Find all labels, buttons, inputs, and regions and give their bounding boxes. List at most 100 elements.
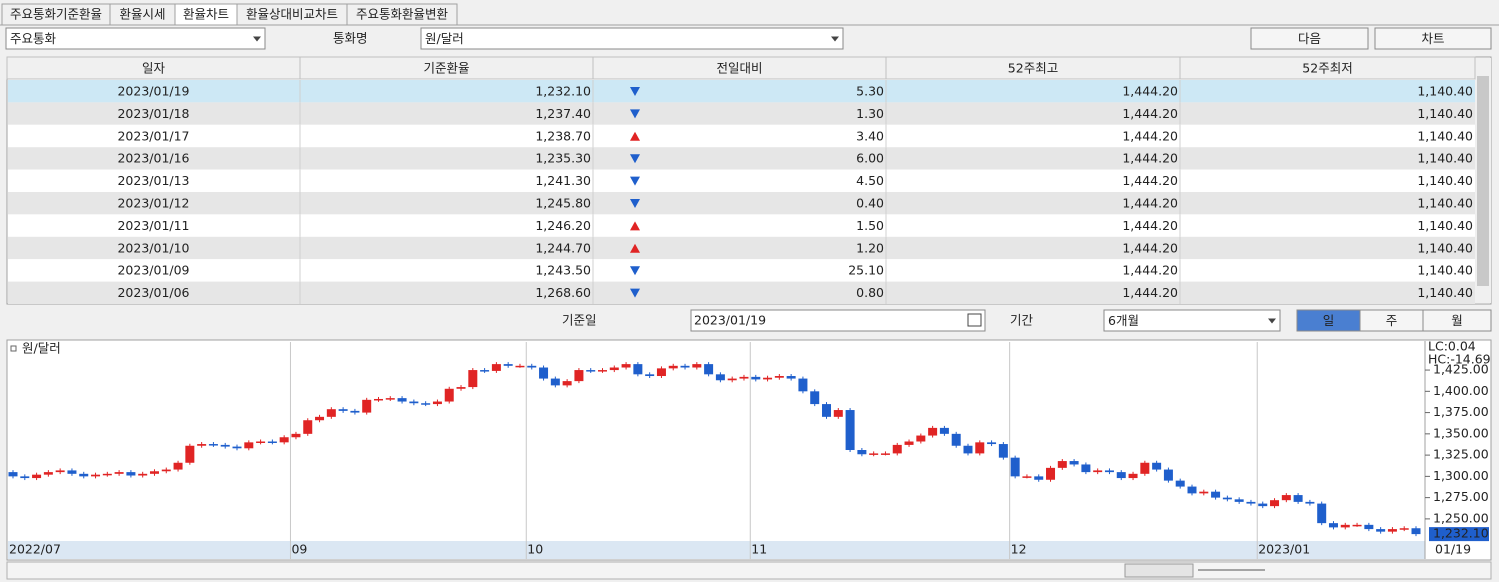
- change-arrow: [630, 199, 640, 208]
- cell: 2023/01/09: [117, 263, 189, 278]
- cell: 1,243.50: [535, 263, 591, 278]
- cell: 1,444.20: [1122, 263, 1178, 278]
- chart-button[interactable]: [1374, 27, 1492, 50]
- cell: 0.80: [856, 285, 884, 300]
- current-value-box: [1429, 527, 1489, 542]
- table-row: [8, 236, 1475, 260]
- table-row: [8, 259, 1475, 282]
- chart-button-label: 차트: [1421, 31, 1444, 46]
- change-arrow: [630, 109, 640, 119]
- table-row: [8, 102, 1475, 125]
- cell: 2023/01/12: [117, 196, 189, 211]
- current-value-label: 1,232.10: [1433, 526, 1489, 541]
- unit-button[interactable]: [1422, 309, 1492, 332]
- tab-label: 환율시세: [119, 7, 165, 22]
- next-button[interactable]: [1250, 27, 1369, 50]
- cell: 5.30: [856, 84, 884, 99]
- cell: 2023/01/13: [117, 173, 189, 188]
- column-header-text: 52주최고: [1008, 61, 1058, 76]
- currency-select[interactable]: [420, 27, 844, 50]
- x-tick-label: 11: [751, 542, 767, 557]
- dropdown-arrow: [253, 36, 261, 42]
- column-header-text: 전일대비: [716, 61, 762, 76]
- cell: 1,237.40: [535, 106, 591, 121]
- cell: 3.40: [856, 128, 884, 143]
- cell: 1,245.80: [535, 196, 591, 211]
- y-tick-label: 1,300.00: [1433, 468, 1489, 483]
- table-row: [8, 80, 1475, 103]
- cell: 1,241.30: [535, 173, 591, 188]
- y-tick-label: 1,425.00: [1433, 362, 1489, 377]
- column-header-text: 일자: [142, 61, 166, 76]
- cell: 1,232.10: [535, 84, 591, 99]
- cell: 1,268.60: [535, 285, 591, 300]
- date-input[interactable]: [690, 309, 986, 332]
- cell: 1,444.20: [1122, 128, 1178, 143]
- change-arrow: [630, 87, 640, 96]
- scroll-controls[interactable]: [1124, 563, 1194, 578]
- cell: 1,444.20: [1122, 196, 1178, 211]
- chart-frame: [6, 339, 1492, 561]
- cell: 1,444.20: [1122, 240, 1178, 255]
- unit-button-label: 주: [1386, 313, 1398, 328]
- period-label: 기간: [1010, 313, 1034, 328]
- cell: 2023/01/10: [117, 240, 189, 255]
- cell: 1,444.20: [1122, 218, 1178, 233]
- period-select-text: 6개월: [1108, 313, 1139, 328]
- legend-swatch: [10, 345, 17, 352]
- cell: 1,140.40: [1417, 173, 1473, 188]
- dropdown-arrow: [831, 36, 839, 42]
- change-arrow: [630, 221, 640, 231]
- cell: 1,246.20: [535, 218, 591, 233]
- next-button-label: 다음: [1298, 31, 1321, 46]
- change-arrow: [630, 243, 640, 253]
- x-tick-label: 10: [527, 542, 543, 557]
- tab-label: 주요통화환율변환: [356, 7, 449, 22]
- change-arrow: [630, 154, 640, 164]
- cell: 1,140.40: [1417, 285, 1473, 300]
- unit-button-label: 월: [1451, 313, 1463, 328]
- cell: 1,444.20: [1122, 84, 1178, 99]
- x-tick-label: 09: [291, 542, 307, 557]
- cell: 1,140.40: [1417, 218, 1473, 233]
- table-row: [8, 169, 1475, 192]
- tab-label: 주요통화기준환율: [10, 7, 102, 22]
- period-select[interactable]: [1103, 309, 1281, 332]
- cell: 1,235.30: [535, 151, 591, 166]
- cell: 2023/01/17: [117, 128, 189, 143]
- cell: 1,444.20: [1122, 151, 1178, 166]
- y-tick-label: 1,400.00: [1433, 383, 1489, 398]
- cell: 25.10: [848, 263, 884, 278]
- dropdown-arrow: [1268, 318, 1276, 324]
- change-arrow: [630, 176, 640, 186]
- chart-scrollbar[interactable]: [6, 561, 1492, 580]
- column-header-text: 기준환율: [423, 61, 469, 76]
- date-label: 기준일: [562, 313, 597, 328]
- y-tick-label: 1,350.00: [1433, 425, 1489, 440]
- tab-label: 환율상대비교차트: [246, 7, 338, 22]
- scroll-thumb[interactable]: [1477, 76, 1489, 286]
- change-arrow: [630, 288, 640, 298]
- date-input-text: 2023/01/19: [694, 313, 766, 328]
- y-tick-label: 1,375.00: [1433, 404, 1489, 419]
- column-header[interactable]: [1179, 56, 1476, 80]
- cell: 0.40: [856, 196, 884, 211]
- group-select[interactable]: [5, 27, 266, 50]
- table-row: [8, 281, 1475, 304]
- change-arrow: [630, 131, 640, 141]
- cell: 1,444.20: [1122, 285, 1178, 300]
- cell: 1,244.70: [535, 240, 591, 255]
- unit-button-label: 일: [1323, 313, 1335, 328]
- cell: 1,444.20: [1122, 106, 1178, 121]
- table-row: [8, 192, 1475, 215]
- y-tick-label: 1,250.00: [1433, 510, 1489, 525]
- cell: 1,140.40: [1417, 106, 1473, 121]
- cell: 1,140.40: [1417, 240, 1473, 255]
- cell: 1,444.20: [1122, 173, 1178, 188]
- tab-label: 환율차트: [183, 7, 229, 22]
- tab[interactable]: [346, 3, 458, 26]
- hc-label: HC:-14.69: [1428, 352, 1491, 367]
- calendar-icon[interactable]: [967, 313, 982, 327]
- cell: 1.20: [856, 240, 884, 255]
- x-tick-label: 01/19: [1435, 542, 1471, 557]
